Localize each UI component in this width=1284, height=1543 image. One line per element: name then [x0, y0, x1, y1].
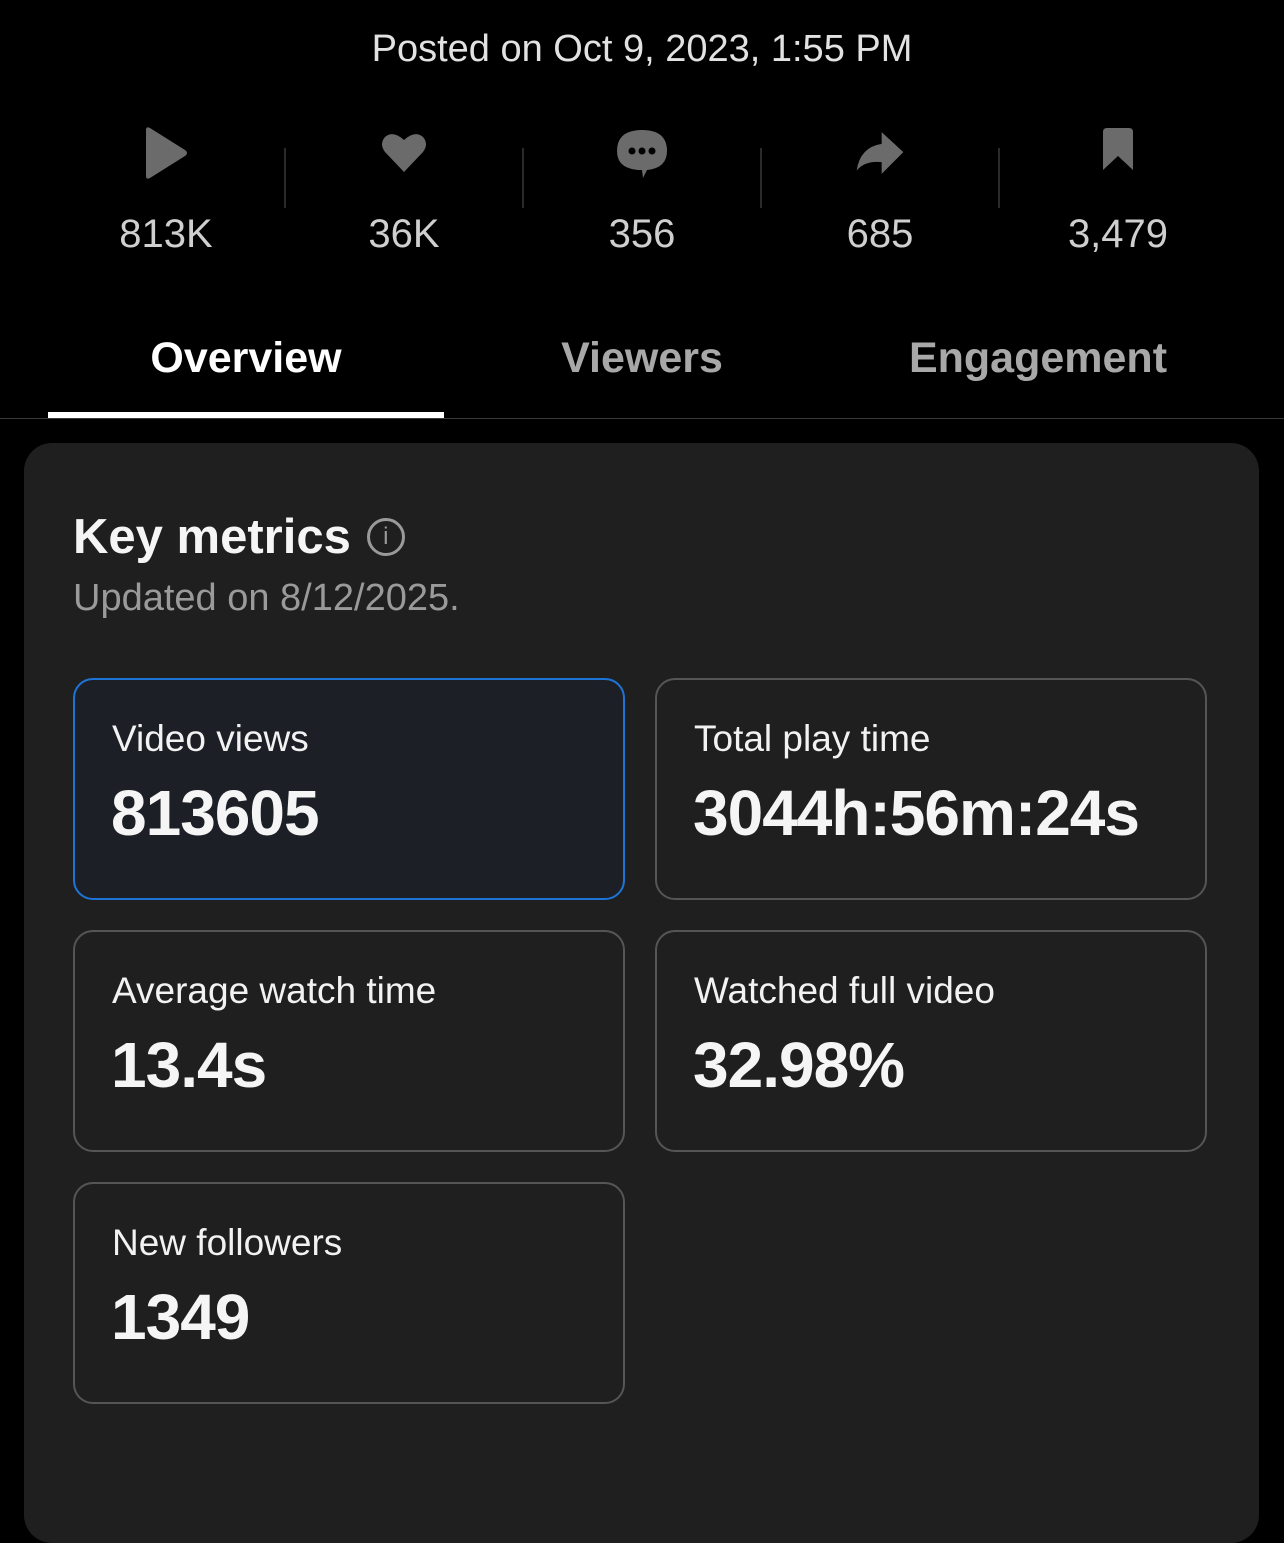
metric-label: Average watch time [112, 970, 437, 1011]
metric-label: Watched full video [694, 970, 995, 1011]
divider [284, 148, 286, 208]
comment-icon [617, 130, 667, 178]
divider [998, 148, 1000, 208]
metric-label: Video views [112, 718, 309, 759]
metric-value: 13.4s [111, 1029, 267, 1101]
metric-watched-full-video[interactable]: Watched full video 32.98% [655, 930, 1207, 1152]
posted-date: Posted on Oct 9, 2023, 1:55 PM [371, 28, 913, 70]
metric-video-views[interactable]: Video views 813605 [73, 678, 625, 900]
views-count: 813K [119, 212, 213, 256]
stats-row: 813K 36K 356 685 3,479 [47, 120, 1237, 270]
metric-value: 32.98% [693, 1029, 905, 1101]
divider [522, 148, 524, 208]
metric-value: 813605 [111, 777, 320, 849]
tab-bar: Overview Viewers Engagement [48, 318, 1236, 418]
metric-average-watch-time[interactable]: Average watch time 13.4s [73, 930, 625, 1152]
metric-total-play-time[interactable]: Total play time 3044h:56m:24s [655, 678, 1207, 900]
metric-new-followers[interactable]: New followers 1349 [73, 1182, 625, 1404]
likes-count: 36K [368, 212, 440, 256]
play-icon [146, 127, 187, 179]
stat-comments: 356 [523, 120, 762, 270]
tab-overview[interactable]: Overview [48, 318, 444, 418]
divider [760, 148, 762, 208]
metric-label: Total play time [694, 718, 931, 759]
metric-value: 3044h:56m:24s [693, 777, 1140, 849]
tab-divider [0, 418, 1284, 419]
key-metrics-heading: Key metrics i [73, 509, 405, 565]
shares-count: 685 [846, 212, 914, 256]
info-icon[interactable]: i [366, 518, 405, 556]
share-icon [856, 132, 904, 174]
tab-engagement[interactable]: Engagement [908, 334, 1168, 382]
stat-saves: 3,479 [999, 120, 1237, 270]
metric-label: New followers [112, 1222, 343, 1263]
stat-views: 813K [47, 120, 286, 270]
metric-value: 1349 [111, 1281, 250, 1353]
stat-likes: 36K [285, 120, 524, 270]
saves-count: 3,479 [1067, 212, 1169, 256]
key-metrics-title: Key metrics [73, 510, 351, 564]
key-metrics-card: Key metrics i Updated on 8/12/2025. Vide… [24, 443, 1259, 1543]
comments-count: 356 [608, 212, 676, 256]
bookmark-icon [1103, 128, 1133, 170]
tab-viewers[interactable]: Viewers [561, 334, 723, 382]
updated-date: Updated on 8/12/2025. [73, 577, 460, 619]
stat-shares: 685 [761, 120, 1000, 270]
heart-icon [382, 134, 426, 172]
